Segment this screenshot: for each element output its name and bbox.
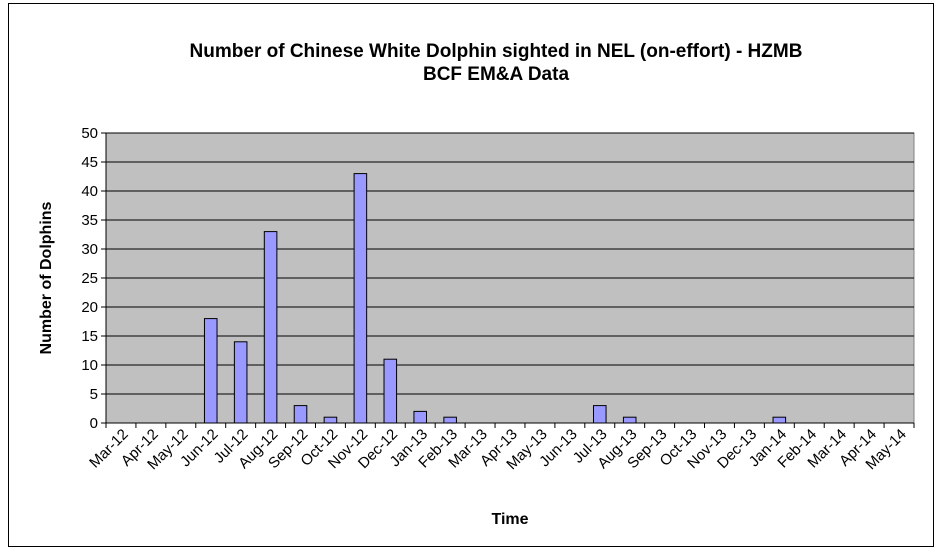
y-tick-label: 50 <box>81 125 98 142</box>
y-tick-label: 45 <box>81 154 98 171</box>
bars <box>203 173 787 424</box>
y-tick-label: 15 <box>81 328 98 345</box>
y-tick-label: 25 <box>81 270 98 287</box>
y-tick-label: 0 <box>90 415 98 432</box>
bar-chart: Number of Chinese White Dolphin sighted … <box>38 41 915 528</box>
bar-sep-12 <box>293 405 308 424</box>
bar-aug-13 <box>622 416 637 424</box>
y-axis-label: Number of Dolphins <box>38 201 55 354</box>
bar-dec-12 <box>383 358 398 424</box>
chart-title-line-1: Number of Chinese White Dolphin sighted … <box>190 41 803 62</box>
y-tick-label: 20 <box>81 299 98 316</box>
bar-jul-12 <box>233 341 248 424</box>
bar-aug-12 <box>263 231 278 424</box>
bar-nov-12 <box>353 173 368 424</box>
bar-feb-13 <box>443 416 457 424</box>
x-axis-ticks: Mar-12Apr-12May-12Jun-12Jul-12Aug-12Sep-… <box>86 423 915 473</box>
bar-jan-14 <box>772 416 787 424</box>
y-tick-label: 35 <box>81 212 98 229</box>
bar-oct-12 <box>323 416 338 424</box>
bar-jan-13 <box>413 410 428 424</box>
y-axis-ticks: 0 5 10 15 20 25 30 35 40 45 50 <box>81 125 106 432</box>
y-tick-label: 40 <box>81 183 98 200</box>
y-tick-label: 30 <box>81 241 98 258</box>
x-axis-label: Time <box>491 511 528 528</box>
y-tick-label: 5 <box>90 386 98 403</box>
bar-jun-12 <box>203 318 218 424</box>
chart-title-line-2: BCF EM&A Data <box>423 64 569 85</box>
y-tick-label: 10 <box>81 357 98 374</box>
bar-jul-13 <box>592 405 607 424</box>
chart-frame: Number of Chinese White Dolphin sighted … <box>8 3 934 547</box>
chart-title: Number of Chinese White Dolphin sighted … <box>190 41 803 85</box>
